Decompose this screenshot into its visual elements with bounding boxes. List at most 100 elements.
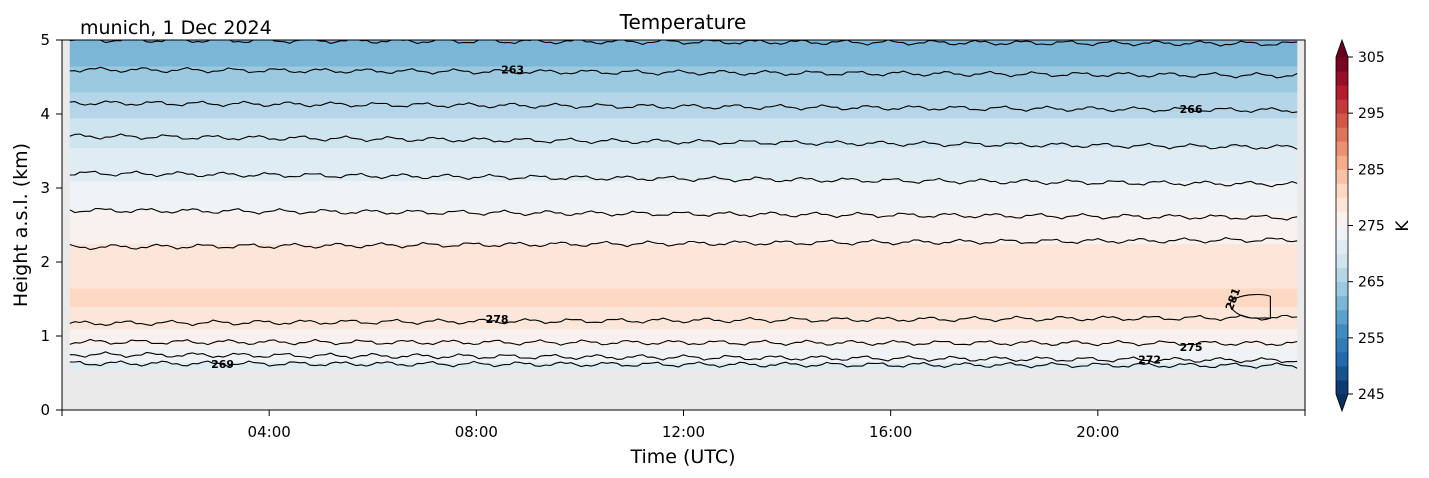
heatmap-band [69, 225, 1298, 230]
colorbar-extend-min [1336, 394, 1348, 411]
heatmap-band [69, 99, 1298, 104]
contour-line-263 [69, 66, 1298, 79]
colorbar-label: K [1393, 220, 1413, 232]
heatmap-band [69, 73, 1298, 78]
heatmap-band [69, 184, 1298, 189]
heatmap-band [69, 54, 1298, 60]
colorbar-segment [1336, 99, 1348, 114]
contour-label: 269 [211, 358, 234, 371]
y-axis-ticks: 0 1 2 3 4 5 [40, 31, 62, 419]
y-tick-label: 0 [40, 401, 50, 419]
heatmap-band [69, 121, 1298, 126]
heatmap-band [69, 117, 1298, 122]
contour-line-269 [69, 360, 1298, 369]
heatmap-band [69, 365, 1298, 370]
heatmap-band [69, 51, 1298, 56]
heatmap-band [69, 310, 1298, 315]
y-tick-label: 1 [40, 327, 50, 345]
colorbar-segment [1336, 380, 1348, 395]
heatmap-band [69, 358, 1298, 363]
contour-line-272 [69, 170, 1298, 188]
heatmap-band [69, 147, 1298, 152]
heatmap-band [69, 91, 1298, 97]
heatmap-band [69, 232, 1298, 237]
heatmap-layer [69, 40, 1298, 370]
heatmap-band [69, 280, 1298, 285]
heatmap-band [69, 284, 1298, 289]
colorbar-segment [1336, 239, 1348, 254]
contour-label: 266 [1180, 103, 1203, 116]
heatmap-band [69, 158, 1298, 163]
y-tick-label: 2 [40, 253, 50, 271]
heatmap-band [69, 206, 1298, 211]
contour-layer [69, 40, 1298, 369]
heatmap-band [69, 250, 1298, 256]
heatmap-band [69, 236, 1298, 241]
heatmap-band [69, 114, 1298, 119]
heatmap-band [69, 221, 1298, 226]
x-tick-label: 16:00 [869, 423, 912, 441]
contour-line-278 [69, 314, 1298, 327]
heatmap-band [69, 321, 1298, 326]
colorbar-tick-label: 305 [1358, 50, 1385, 66]
colorbar-segment [1336, 57, 1348, 72]
y-tick-label: 5 [40, 31, 50, 49]
heatmap-band [69, 328, 1298, 333]
heatmap-band [69, 306, 1298, 311]
heatmap-band [69, 128, 1298, 134]
heatmap-band [69, 143, 1298, 148]
colorbar-segment [1336, 127, 1348, 142]
heatmap-band [69, 180, 1298, 185]
colorbar-extend-max [1336, 40, 1348, 57]
contour-line-260 [69, 40, 1298, 47]
contour-line-275 [69, 207, 1298, 221]
colorbar-segment [1336, 323, 1348, 339]
heatmap-band [69, 350, 1298, 356]
heatmap-band [69, 151, 1298, 156]
colorbar-segment [1336, 267, 1348, 283]
colorbar-segment [1336, 211, 1348, 226]
heatmap-band [69, 58, 1298, 63]
x-axis-ticks: 04:00 08:00 12:00 16:00 20:00 [61, 410, 1306, 441]
heatmap-band [69, 287, 1298, 293]
heatmap-band [69, 213, 1298, 219]
heatmap-band [69, 88, 1298, 93]
contour-line-275 [69, 338, 1298, 347]
heatmap-band [69, 228, 1298, 233]
colorbar-tick-label: 255 [1358, 331, 1385, 347]
contour-line-272 [69, 351, 1298, 364]
colorbar-segment [1336, 253, 1348, 269]
colorbar: 245 255 265 275 285 295 305 [1335, 38, 1385, 413]
x-tick-label: 12:00 [662, 423, 705, 441]
heatmap-band [69, 317, 1298, 322]
x-tick-label: 20:00 [1076, 423, 1119, 441]
heatmap-band [69, 80, 1298, 85]
heatmap-band [69, 95, 1298, 100]
colorbar-segment [1336, 155, 1348, 170]
heatmap-band [69, 239, 1298, 245]
heatmap-band [69, 43, 1298, 48]
heatmap-band [69, 324, 1298, 330]
colorbar-tick-label: 265 [1358, 275, 1385, 291]
heatmap-band [69, 162, 1298, 167]
y-tick-label: 4 [40, 105, 50, 123]
heatmap-band [69, 191, 1298, 196]
heatmap-band [69, 106, 1298, 111]
contour-label: 272 [1138, 354, 1161, 367]
heatmap-band [69, 343, 1298, 348]
heatmap-band [69, 195, 1298, 200]
colorbar-segment [1336, 365, 1348, 381]
colorbar-segment [1336, 141, 1348, 156]
y-tick-label: 3 [40, 179, 50, 197]
contour-line-278 [69, 237, 1298, 251]
x-tick-label: 04:00 [248, 423, 291, 441]
heatmap-band [69, 332, 1298, 337]
heatmap-band [69, 254, 1298, 259]
y-axis-label: Height a.s.l. (km) [10, 143, 32, 307]
colorbar-segment [1336, 337, 1348, 353]
heatmap-band [69, 336, 1298, 341]
colorbar-segment [1336, 295, 1348, 311]
colorbar-tick-label: 285 [1358, 162, 1385, 178]
